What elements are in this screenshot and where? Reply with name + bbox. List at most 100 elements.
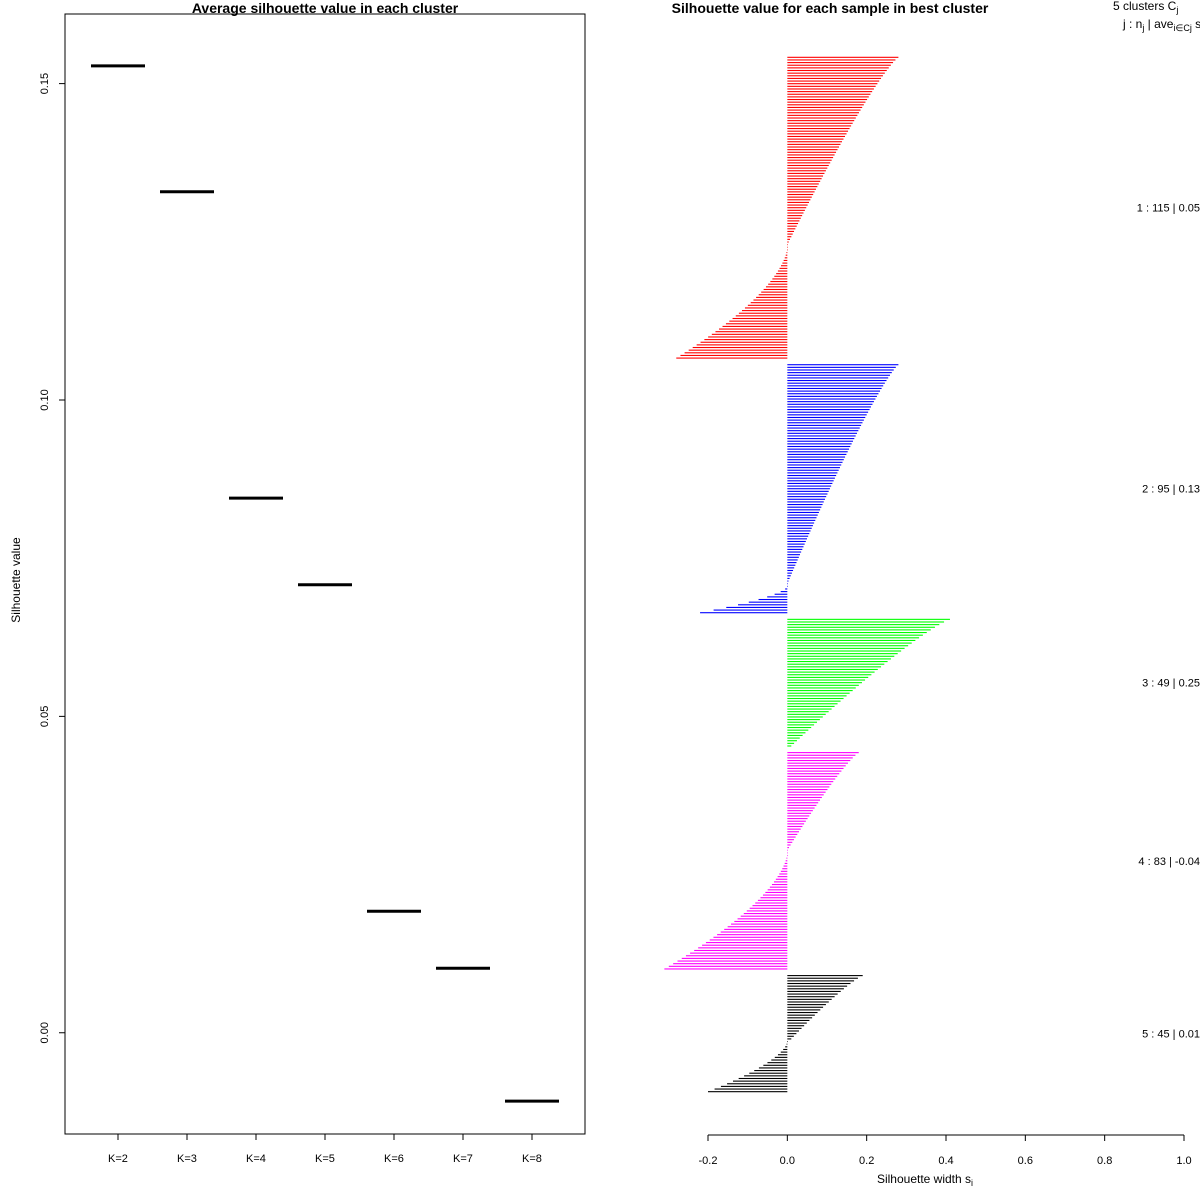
silhouette-bar-cluster-5 <box>787 1041 788 1043</box>
right-x-axis-label: Silhouette width si <box>877 1172 973 1188</box>
silhouette-bar-cluster-5 <box>787 998 832 1000</box>
silhouette-bar-cluster-2 <box>787 477 835 479</box>
right-x-axis: -0.2 0.0 0.2 0.4 0.6 0.8 1.0 <box>699 1134 1192 1167</box>
silhouette-bar-cluster-1 <box>787 209 805 211</box>
silhouette-bar-cluster-1 <box>787 59 896 61</box>
silhouette-bar-cluster-1 <box>761 291 788 293</box>
silhouette-bar-cluster-1 <box>747 304 788 306</box>
silhouette-bar-cluster-1 <box>787 122 853 124</box>
silhouette-bar-cluster-5 <box>787 1027 802 1029</box>
silhouette-bar-cluster-3 <box>787 645 909 647</box>
silhouette-bar-cluster-5 <box>732 1080 788 1082</box>
silhouette-bar-cluster-4 <box>773 881 788 883</box>
silhouette-bar-cluster-4 <box>702 944 788 946</box>
silhouette-bar-cluster-2 <box>787 496 827 498</box>
silhouette-bar-cluster-2 <box>787 461 843 463</box>
silhouette-bar-cluster-1 <box>787 193 814 196</box>
silhouette-bar-cluster-1 <box>787 120 855 122</box>
silhouette-bar-cluster-5 <box>758 1067 788 1069</box>
silhouette-bar-cluster-3 <box>787 734 803 736</box>
left-plot-frame <box>64 13 586 1135</box>
silhouette-bar-cluster-5 <box>787 990 841 992</box>
x-tick-label: K=7 <box>453 1153 473 1165</box>
silhouette-bar-cluster-2 <box>787 469 839 471</box>
silhouette-bar-cluster-5 <box>787 1019 810 1021</box>
silhouette-bar-cluster-2 <box>787 438 855 440</box>
y-tick-label: 0.05 <box>39 706 51 727</box>
silhouette-bar-cluster-2 <box>787 548 803 550</box>
silhouette-bar-cluster-1 <box>765 286 788 288</box>
silhouette-bar-cluster-2 <box>787 535 809 537</box>
silhouette-bar-cluster-1 <box>725 323 788 325</box>
silhouette-bar-cluster-3 <box>787 634 923 636</box>
left-title: Average silhouette value in each cluster <box>192 0 459 16</box>
silhouette-bar-cluster-1 <box>768 283 788 285</box>
silhouette-bar-cluster-2 <box>787 585 788 587</box>
silhouette-bar-cluster-3 <box>787 716 823 718</box>
silhouette-bar-cluster-5 <box>771 1059 788 1061</box>
cluster-label-4: 4 : 83 | -0.04 <box>1138 856 1200 868</box>
silhouette-bar-cluster-4 <box>740 915 788 917</box>
silhouette-bar-cluster-2 <box>787 498 825 500</box>
silhouette-bar-cluster-1 <box>783 259 788 262</box>
silhouette-bar-cluster-5 <box>787 985 848 987</box>
silhouette-bar-cluster-5 <box>787 975 863 977</box>
silhouette-bar-cluster-1 <box>787 241 789 243</box>
silhouette-bar-cluster-3 <box>787 658 891 660</box>
silhouette-bar-cluster-5 <box>720 1085 788 1087</box>
silhouette-bar-cluster-1 <box>787 101 866 103</box>
silhouette-bar-cluster-4 <box>786 857 788 859</box>
silhouette-bar-cluster-3 <box>787 700 841 702</box>
silhouette-bar-cluster-2 <box>787 488 830 490</box>
silhouette-bar-cluster-1 <box>787 109 861 111</box>
silhouette-bar-cluster-1 <box>781 265 788 267</box>
silhouette-bar-cluster-2 <box>787 562 797 564</box>
silhouette-bar-cluster-4 <box>787 759 851 762</box>
silhouette-bar-cluster-2 <box>787 509 821 511</box>
silhouette-bar-cluster-2 <box>787 527 812 529</box>
silhouette-bar-cluster-2 <box>787 430 859 432</box>
silhouette-bar-cluster-5 <box>787 988 844 990</box>
x-tick-label: K=5 <box>315 1153 335 1165</box>
silhouette-bar-cluster-1 <box>711 333 788 335</box>
silhouette-bar-cluster-1 <box>787 106 863 108</box>
silhouette-bar-cluster-4 <box>787 781 834 783</box>
silhouette-bar-cluster-1 <box>684 352 788 354</box>
silhouette-bar-cluster-1 <box>785 254 788 256</box>
cluster-label-5: 5 : 45 | 0.01 <box>1142 1029 1200 1041</box>
silhouette-bar-cluster-1 <box>787 246 788 248</box>
silhouette-bar-cluster-3 <box>787 721 817 723</box>
silhouette-bar-cluster-4 <box>705 942 788 944</box>
silhouette-bar-cluster-1 <box>787 175 824 177</box>
silhouette-bar-cluster-1 <box>787 133 847 135</box>
silhouette-bar-cluster-1 <box>787 180 821 182</box>
silhouette-bar-cluster-3 <box>787 668 878 671</box>
silhouette-bar-cluster-2 <box>787 409 870 411</box>
silhouette-bar-cluster-2 <box>787 459 844 461</box>
silhouette-bar-cluster-4 <box>787 765 846 767</box>
silhouette-bar-cluster-1 <box>787 138 844 140</box>
silhouette-bar-cluster-2 <box>787 580 789 582</box>
silhouette-bar-cluster-2 <box>787 511 819 514</box>
silhouette-bar-cluster-5 <box>787 1038 792 1040</box>
silhouette-bar-cluster-5 <box>783 1048 788 1051</box>
silhouette-bar-cluster-5 <box>787 980 855 982</box>
silhouette-bar-cluster-1 <box>741 310 788 312</box>
silhouette-bar-cluster-1 <box>787 244 788 246</box>
silhouette-bar-cluster-5 <box>777 1054 788 1056</box>
silhouette-bar-cluster-2 <box>787 556 799 558</box>
silhouette-bar-cluster-2 <box>787 517 817 519</box>
silhouette-bar-cluster-5 <box>754 1070 788 1072</box>
silhouette-bar-cluster-5 <box>787 1004 826 1006</box>
silhouette-bar-cluster-2 <box>787 387 882 390</box>
silhouette-bar-cluster-4 <box>780 870 788 872</box>
silhouette-bar-cluster-2 <box>787 564 796 566</box>
silhouette-bar-cluster-3 <box>787 637 920 639</box>
silhouette-bar-cluster-5 <box>787 1035 794 1037</box>
silhouette-bar-cluster-1 <box>787 83 878 85</box>
silhouette-bar-cluster-2 <box>787 569 794 572</box>
silhouette-bar-cluster-4 <box>664 968 788 970</box>
silhouette-bar-cluster-1 <box>787 75 883 77</box>
silhouette-bar-cluster-3 <box>787 692 850 694</box>
silhouette-bar-cluster-2 <box>787 567 795 569</box>
